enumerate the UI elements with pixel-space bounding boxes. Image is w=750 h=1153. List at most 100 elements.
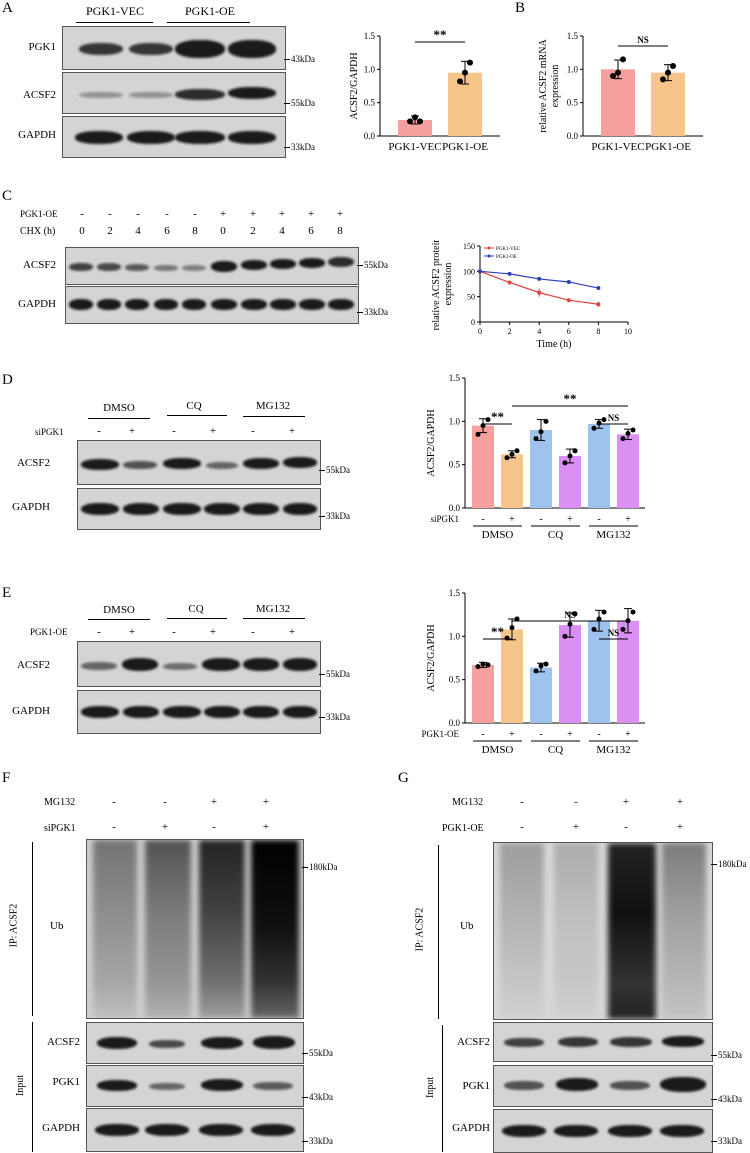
condition-sign: - xyxy=(172,425,176,437)
cond-label-mg132: MG132 xyxy=(44,797,76,808)
panel-label-d: D xyxy=(2,372,13,388)
marker-43kda: 43kDa xyxy=(711,1094,742,1104)
y-tick-label: 0.5 xyxy=(567,98,579,108)
data-point xyxy=(566,298,571,303)
data-point xyxy=(407,118,413,125)
chx-time: 4 xyxy=(279,225,285,237)
y-tick-label: 0.5 xyxy=(364,98,376,108)
row-label-acsf2: ACSF2 xyxy=(16,457,50,469)
group-line xyxy=(167,22,250,23)
data-point xyxy=(572,448,578,454)
blot-a-gapdh xyxy=(62,116,286,158)
marker-33kda: 33kDa xyxy=(319,511,350,521)
legend-label: PGK1-OE xyxy=(496,255,517,260)
row-label-acsf2: ACSF2 xyxy=(16,659,50,671)
blot-f-gapdh xyxy=(86,1108,304,1152)
x-tick-label: + xyxy=(509,729,515,740)
significance-label: ** xyxy=(564,391,577,406)
group-line xyxy=(167,618,227,619)
series-line xyxy=(479,270,599,305)
chart-c: 0 50 100 150 0 2 4 6 8 10 Time (h) relative ACSF2 p… xyxy=(431,240,632,350)
blot-g-pgk1 xyxy=(493,1065,713,1107)
condition-sign: + xyxy=(249,208,257,220)
y-tick-label: 0 xyxy=(471,318,475,327)
data-point xyxy=(620,626,626,632)
condition-sign: - xyxy=(163,796,167,808)
blot-d-acsf2 xyxy=(77,440,321,485)
chx-time: 4 xyxy=(135,225,141,237)
marker-33kda: 33kDa xyxy=(302,1136,333,1146)
ip-bracket xyxy=(438,845,439,1019)
significance-label: NS xyxy=(564,610,576,620)
blot-g-gapdh xyxy=(493,1109,713,1153)
data-point xyxy=(537,276,542,281)
data-point xyxy=(475,664,481,670)
group-line xyxy=(88,619,150,620)
cond-label-sipgk1: siPGK1 xyxy=(35,427,64,437)
data-point xyxy=(533,668,539,674)
data-point xyxy=(514,448,520,454)
bar xyxy=(617,620,639,723)
data-point xyxy=(562,633,568,639)
row-label-gapdh: GAPDH xyxy=(18,129,56,141)
chx-time: 0 xyxy=(220,225,226,237)
significance-label: ** xyxy=(491,624,504,639)
condition-sign: + xyxy=(161,821,169,833)
data-point xyxy=(533,436,539,442)
bar xyxy=(559,456,581,508)
condition-sign: + xyxy=(262,796,270,808)
data-point xyxy=(509,451,515,457)
data-point xyxy=(485,662,491,668)
condition-sign: - xyxy=(172,626,176,638)
condition-sign: - xyxy=(251,425,255,437)
data-point xyxy=(630,427,636,433)
panel-label-c: C xyxy=(2,188,13,204)
marker-55kda: 55kDa xyxy=(319,669,350,679)
condition-sign: + xyxy=(210,796,218,808)
blot-a-pgk1 xyxy=(62,26,286,70)
x-tick-label: 8 xyxy=(596,327,600,336)
chx-time: 0 xyxy=(79,225,85,237)
chart-b: 0.0 0.5 1.0 1.5 relative ACSF2 mRNAexpressio… xyxy=(538,31,703,153)
group-label-dmso: DMSO xyxy=(103,604,135,616)
condition-sign: - xyxy=(520,796,524,808)
data-point xyxy=(485,417,491,423)
ub-label: Ub xyxy=(460,920,474,932)
row-label-gapdh: GAPDH xyxy=(18,298,56,310)
chart-a: 0.0 0.5 1.0 1.5 ACSF2/GAPDH PGK1-VEC PGK1-OE ** xyxy=(349,28,500,153)
chx-time: 2 xyxy=(250,225,256,237)
data-point xyxy=(504,455,510,461)
x-tick-label: - xyxy=(481,729,484,740)
x-tick-label: - xyxy=(481,514,484,525)
x-tick-label: - xyxy=(597,514,600,525)
group-label: MG132 xyxy=(596,744,630,756)
row-label-acsf2: ACSF2 xyxy=(46,1036,80,1048)
row-label-gapdh: GAPDH xyxy=(42,1122,80,1134)
x-tick-label: PGK1-VEC xyxy=(388,141,441,153)
condition-sign: + xyxy=(622,796,630,808)
data-point xyxy=(543,418,549,424)
group-line xyxy=(76,22,153,23)
chx-time: 2 xyxy=(107,225,113,237)
legend-marker xyxy=(487,246,491,250)
bar xyxy=(601,69,635,136)
chx-time: 8 xyxy=(192,225,198,237)
cond-label-pgk1oe: PGK1-OE xyxy=(20,209,58,219)
cond-label-sipgk1: siPGK1 xyxy=(44,823,76,834)
ip-label: IP: ACSF2 xyxy=(8,903,20,948)
group-line xyxy=(88,418,150,419)
group-label: MG132 xyxy=(596,529,630,541)
x-tick-label: PGK1-OE xyxy=(645,141,691,153)
data-point xyxy=(620,436,626,442)
x-tick-label: 2 xyxy=(508,327,512,336)
condition-sign: + xyxy=(128,626,136,638)
panel-label-a: A xyxy=(2,0,13,16)
condition-sign: + xyxy=(209,425,217,437)
condition-sign: - xyxy=(520,821,524,833)
bar xyxy=(472,664,494,723)
condition-sign: - xyxy=(212,821,216,833)
data-point xyxy=(478,269,482,274)
data-point xyxy=(601,609,607,615)
condition-sign: + xyxy=(219,208,227,220)
x-tick-label: + xyxy=(625,729,631,740)
